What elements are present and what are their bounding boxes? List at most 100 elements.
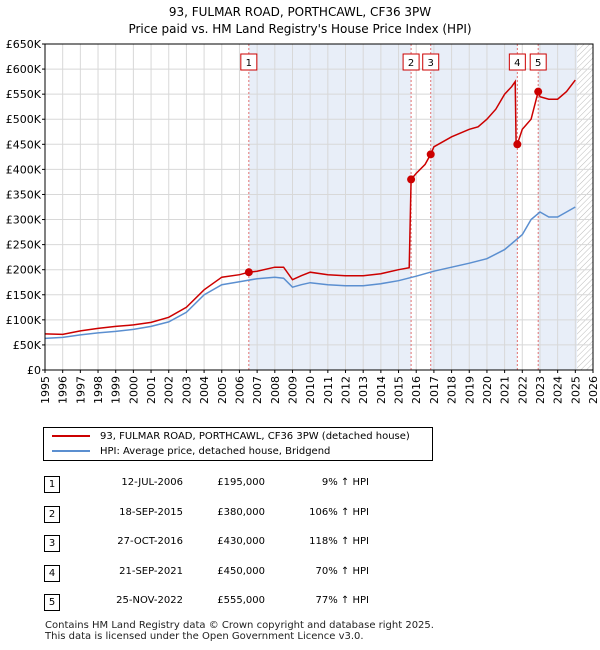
sale-marker-box <box>402 53 420 71</box>
x-tick-label: 2019 <box>463 376 476 404</box>
y-tick-label: £250K <box>6 239 42 252</box>
table-row: 1 12-JUL-2006 £195,000 9% ↑ HPI <box>43 470 403 500</box>
x-tick-label: 2017 <box>428 376 441 404</box>
sale-point <box>426 150 435 159</box>
sale-point <box>244 268 253 277</box>
ownership-shade <box>248 44 412 370</box>
hpi-line <box>45 206 576 340</box>
table-row: 3 27-OCT-2016 £430,000 118% ↑ HPI <box>43 529 403 559</box>
x-tick-label: 2024 <box>552 376 565 404</box>
legend-entry-property: 93, FULMAR ROAD, PORTHCAWL, CF36 3PW (de… <box>52 429 410 445</box>
transaction-hpi-change: 70% ↑ HPI <box>315 565 369 577</box>
transaction-date: 18-SEP-2015 <box>119 506 183 518</box>
x-tick-label: 2004 <box>198 376 211 404</box>
plot-frame <box>44 43 594 371</box>
sale-marker-label: 4 <box>514 58 520 69</box>
legend-swatch-hpi <box>52 450 90 452</box>
transactions-table: 1 12-JUL-2006 £195,000 9% ↑ HPI 2 18-SEP… <box>43 470 403 618</box>
x-tick-label: 2002 <box>163 376 176 404</box>
x-tick-label: 2023 <box>534 376 547 404</box>
sale-marker-label: 2 <box>408 58 414 69</box>
x-tick-label: 2006 <box>233 376 246 404</box>
x-tick-label: 2016 <box>410 376 423 404</box>
sale-marker-box <box>422 53 440 71</box>
x-tick-label: 2026 <box>587 376 600 404</box>
transaction-price: £195,000 <box>217 477 265 488</box>
x-tick-label: 2015 <box>393 376 406 404</box>
transaction-hpi-change: 106% ↑ HPI <box>309 506 369 518</box>
x-tick-label: 2011 <box>322 376 335 404</box>
transaction-price: £450,000 <box>217 565 265 577</box>
x-tick-label: 2021 <box>499 376 512 404</box>
y-tick-label: £0 <box>27 364 41 377</box>
x-tick-label: 2005 <box>216 376 229 404</box>
y-tick-label: £50K <box>13 339 42 352</box>
sale-point <box>534 87 543 96</box>
x-tick-label: 2008 <box>269 376 282 404</box>
x-tick-label: 1995 <box>39 376 52 404</box>
y-tick-label: £350K <box>6 188 42 201</box>
x-tick-label: 1998 <box>92 376 105 404</box>
y-tick-label: £100K <box>6 314 42 327</box>
y-tick-label: £400K <box>6 163 42 176</box>
sale-marker-label: 1 <box>246 58 252 69</box>
table-row: 5 25-NOV-2022 £555,000 77% ↑ HPI <box>43 588 403 618</box>
x-tick-label: 2013 <box>357 376 370 404</box>
y-tick-label: £450K <box>6 138 42 151</box>
table-row: 2 18-SEP-2015 £380,000 106% ↑ HPI <box>43 500 403 530</box>
y-tick-label: £200K <box>6 264 42 277</box>
sale-marker-box <box>529 53 547 71</box>
transaction-number-badge: 2 <box>44 505 60 523</box>
x-tick-label: 2000 <box>127 376 140 404</box>
transaction-date: 27-OCT-2016 <box>117 536 183 547</box>
sale-marker-label: 3 <box>428 58 434 69</box>
x-tick-label: 2001 <box>145 376 158 404</box>
transaction-number-badge: 5 <box>44 594 60 611</box>
x-tick-label: 2025 <box>569 376 582 404</box>
x-tick-label: 2012 <box>340 376 353 404</box>
legend-swatch-property <box>52 435 90 437</box>
transaction-hpi-change: 118% ↑ HPI <box>309 536 369 547</box>
x-tick-label: 2018 <box>446 376 459 404</box>
chart-title: 93, FULMAR ROAD, PORTHCAWL, CF36 3PW <box>169 5 431 19</box>
transaction-date: 12-JUL-2006 <box>121 477 183 488</box>
transaction-number-badge: 4 <box>44 564 60 582</box>
legend-label-hpi: HPI: Average price, detached house, Brid… <box>100 446 331 457</box>
x-tick-label: 2020 <box>481 376 494 404</box>
x-tick-label: 1997 <box>74 376 87 404</box>
table-row: 4 21-SEP-2021 £450,000 70% ↑ HPI <box>43 559 403 589</box>
x-tick-label: 2022 <box>516 376 529 404</box>
legend-label-property: 93, FULMAR ROAD, PORTHCAWL, CF36 3PW (de… <box>100 431 410 442</box>
transaction-hpi-change: 77% ↑ HPI <box>315 595 369 606</box>
future-hatch <box>577 44 593 370</box>
transaction-hpi-change: 9% ↑ HPI <box>321 477 369 488</box>
x-tick-label: 1999 <box>110 376 123 404</box>
x-tick-label: 2009 <box>286 376 299 404</box>
sale-marker-box <box>508 53 526 71</box>
legend: 93, FULMAR ROAD, PORTHCAWL, CF36 3PW (de… <box>43 427 433 461</box>
transaction-date: 21-SEP-2021 <box>119 565 183 577</box>
legend-entry-hpi: HPI: Average price, detached house, Brid… <box>52 444 330 460</box>
transaction-price: £380,000 <box>217 506 265 518</box>
x-tick-label: 1996 <box>57 376 70 404</box>
y-tick-label: £650K <box>6 38 42 51</box>
y-tick-label: £300K <box>6 214 42 227</box>
transaction-number-badge: 3 <box>44 535 60 552</box>
x-tick-label: 2007 <box>251 376 264 404</box>
y-tick-label: £150K <box>6 289 42 302</box>
y-tick-label: £500K <box>6 113 42 126</box>
transaction-number-badge: 1 <box>44 476 60 493</box>
chart-subtitle: Price paid vs. HM Land Registry's House … <box>128 22 471 36</box>
x-tick-label: 2014 <box>375 376 388 404</box>
y-tick-label: £600K <box>6 63 42 76</box>
footer-copyright: Contains HM Land Registry data © Crown c… <box>45 620 434 631</box>
x-tick-label: 2003 <box>180 376 193 404</box>
transaction-date: 25-NOV-2022 <box>116 595 183 606</box>
sale-point <box>407 175 416 184</box>
sale-marker-box <box>240 53 258 71</box>
footer-licence: This data is licensed under the Open Gov… <box>45 631 364 642</box>
sale-marker-label: 5 <box>535 58 541 69</box>
transaction-price: £555,000 <box>217 595 265 606</box>
y-tick-label: £550K <box>6 88 42 101</box>
transaction-price: £430,000 <box>217 536 265 547</box>
